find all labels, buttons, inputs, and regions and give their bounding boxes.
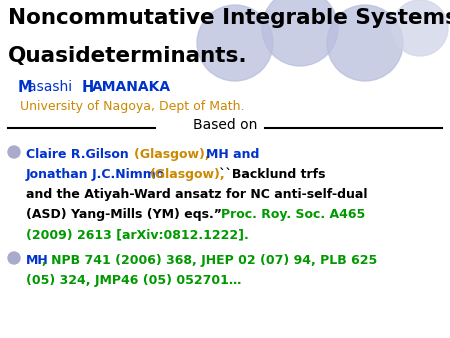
Text: (ASD) Yang-Mills (YM) eqs.”: (ASD) Yang-Mills (YM) eqs.”: [26, 208, 226, 221]
Ellipse shape: [392, 0, 448, 56]
Text: M: M: [18, 80, 32, 95]
Text: Noncommutative Integrable Systems and: Noncommutative Integrable Systems and: [8, 8, 450, 28]
Text: Quasideterminants.: Quasideterminants.: [8, 46, 248, 66]
Text: (05) 324, JMP46 (05) 052701…: (05) 324, JMP46 (05) 052701…: [26, 274, 241, 287]
Text: (Glasgow),: (Glasgow),: [134, 148, 214, 161]
Ellipse shape: [197, 5, 273, 81]
Ellipse shape: [327, 5, 403, 81]
Text: Jonathan J.C.Nimmo: Jonathan J.C.Nimmo: [26, 168, 170, 181]
Text: AMANAKA: AMANAKA: [92, 80, 171, 94]
Text: Based on: Based on: [193, 118, 257, 132]
Ellipse shape: [262, 0, 338, 66]
Text: (Glasgow),: (Glasgow),: [150, 168, 225, 181]
Text: Claire R.Gilson: Claire R.Gilson: [26, 148, 133, 161]
Text: Proc. Roy. Soc. A465: Proc. Roy. Soc. A465: [221, 208, 365, 221]
Circle shape: [8, 146, 20, 158]
Text: ``Backlund trfs: ``Backlund trfs: [215, 168, 325, 181]
Text: H: H: [82, 80, 94, 95]
Text: and the Atiyah-Ward ansatz for NC anti-self-dual: and the Atiyah-Ward ansatz for NC anti-s…: [26, 188, 368, 201]
Text: , NPB 741 (2006) 368, JHEP 02 (07) 94, PLB 625: , NPB 741 (2006) 368, JHEP 02 (07) 94, P…: [42, 254, 377, 267]
Text: MH and: MH and: [206, 148, 259, 161]
Text: University of Nagoya, Dept of Math.: University of Nagoya, Dept of Math.: [20, 100, 244, 113]
Text: asashi: asashi: [28, 80, 76, 94]
Circle shape: [8, 252, 20, 264]
Text: MH: MH: [26, 254, 49, 267]
Text: (2009) 2613 [arXiv:0812.1222].: (2009) 2613 [arXiv:0812.1222].: [26, 228, 249, 241]
